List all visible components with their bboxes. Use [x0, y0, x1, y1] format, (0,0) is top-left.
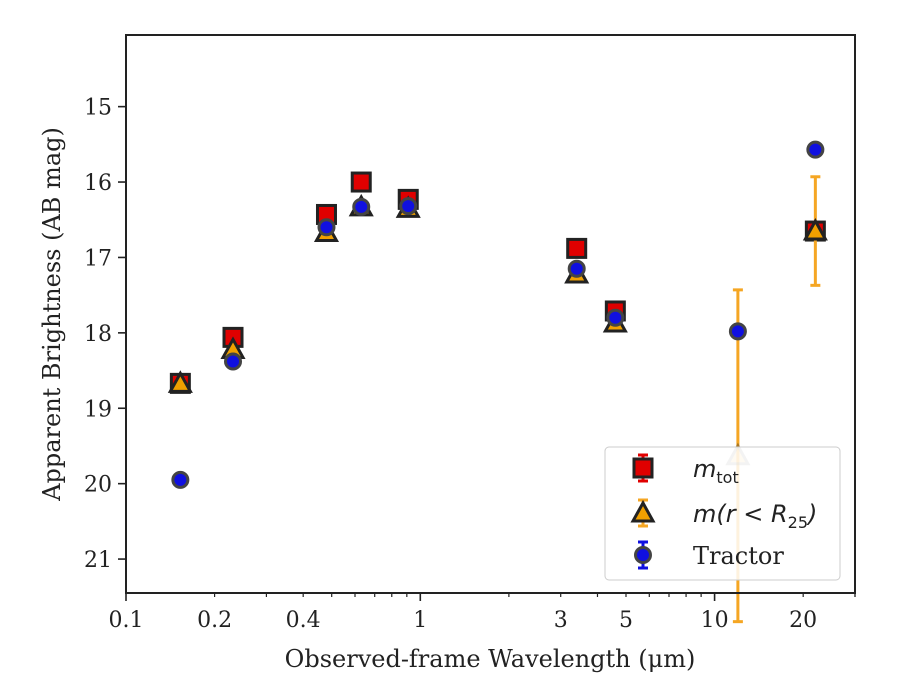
legend-label-circle: Tractor [693, 542, 784, 570]
series-circle [171, 140, 825, 489]
legend-label-triangle: m(r < R25) [693, 500, 817, 532]
data-point-circle [317, 218, 336, 237]
y-tick-label: 15 [84, 96, 112, 121]
y-tick-label: 17 [84, 246, 112, 271]
data-point-square [350, 171, 372, 193]
legend: mtot m(r < R25) Tractor [604, 446, 841, 581]
x-tick-label: 1 [413, 608, 427, 633]
series-square [169, 171, 826, 394]
data-point-circle [224, 352, 243, 371]
x-tick-label: 0.2 [197, 608, 232, 633]
legend-label-main: m [693, 455, 716, 483]
legend-entries: mtot m(r < R25) Tractor [630, 453, 817, 570]
x-tick-label: 5 [619, 608, 633, 633]
y-axis-title: Apparent Brightness (AB mag) [38, 127, 66, 502]
plot-frame [125, 34, 856, 594]
legend-label-tail: ) [806, 500, 817, 528]
legend-marker-triangle [630, 499, 656, 523]
x-axis-ticks: 0.1 0.2 0.4 1 3 5 10 20 [109, 593, 856, 633]
x-tick-label: 0.1 [109, 608, 144, 633]
y-tick-label: 18 [84, 322, 112, 347]
y-axis-ticks: 15 16 17 18 19 20 21 [84, 96, 126, 573]
data-point-circle [567, 259, 586, 278]
data-point-circle [606, 308, 625, 327]
data-point-circle [171, 470, 190, 489]
legend-label-square: mtot [693, 455, 739, 487]
x-tick-label: 10 [701, 608, 729, 633]
legend-label-subscript: 25 [788, 513, 808, 532]
legend-label-subscript: tot [716, 468, 738, 487]
legend-label-main: Tractor [693, 542, 784, 570]
y-tick-label: 21 [84, 548, 112, 573]
data-point-circle [806, 140, 825, 159]
y-tick-label: 16 [84, 171, 112, 196]
legend-label-main: m(r < R [693, 500, 788, 528]
data-point-circle [352, 197, 371, 216]
x-axis-title: Observed-frame Wavelength (μm) [285, 645, 696, 673]
x-tick-label: 0.4 [286, 608, 321, 633]
legend-marker-circle [634, 546, 652, 564]
x-tick-label: 3 [554, 608, 568, 633]
data-point-circle [399, 197, 418, 216]
y-tick-label: 20 [84, 473, 112, 498]
x-tick-label: 20 [789, 608, 817, 633]
data-point-square [566, 237, 588, 259]
data-point-triangle [167, 370, 193, 393]
data-point-circle [728, 322, 747, 341]
data-point-triangle [802, 217, 828, 241]
legend-marker-square [632, 457, 654, 479]
y-tick-label: 19 [84, 397, 112, 422]
legend-box [604, 446, 841, 581]
